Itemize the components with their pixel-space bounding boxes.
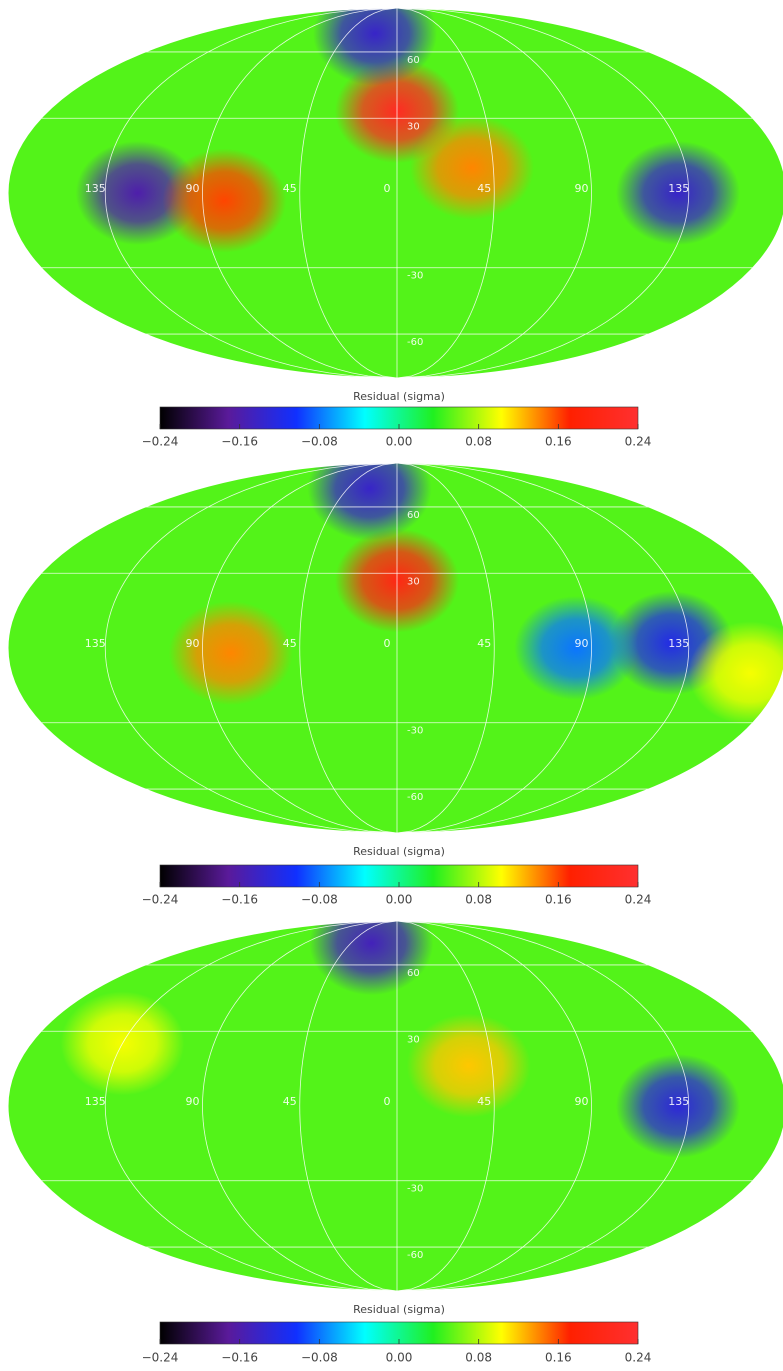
latitude-label: -60 <box>407 792 423 803</box>
longitude-label: 135 <box>668 1095 689 1108</box>
latitude-label: 30 <box>407 1034 420 1045</box>
colorbar-tick-label: 0.00 <box>386 893 413 907</box>
colorbar-tick-label: 0.24 <box>625 435 652 449</box>
colorbar-tick-label: 0.16 <box>545 1351 572 1365</box>
latitude-label: -60 <box>407 337 423 348</box>
map-outline <box>7 7 783 379</box>
longitude-label: 135 <box>668 182 689 195</box>
residual-feature <box>307 463 432 541</box>
longitude-label: 45 <box>283 1095 297 1108</box>
colorbar-label: Residual (sigma) <box>353 390 445 403</box>
colorbar-tick-label: −0.24 <box>142 893 179 907</box>
colorbar-tick-label: −0.16 <box>221 1351 258 1365</box>
longitude-label: 135 <box>85 637 106 650</box>
colorbar-tick-label: 0.08 <box>465 893 492 907</box>
latitude-label: 30 <box>407 576 420 587</box>
latitude-label: -30 <box>407 1184 423 1195</box>
colorbar-tick-label: 0.24 <box>625 1351 652 1365</box>
longitude-label: 90 <box>186 182 200 195</box>
residual-feature <box>615 141 740 245</box>
latitude-label: 60 <box>407 510 420 521</box>
longitude-label: 0 <box>384 1095 391 1108</box>
latitude-label: 60 <box>407 968 420 979</box>
longitude-label: 90 <box>186 637 200 650</box>
longitude-label: 135 <box>85 1095 106 1108</box>
colorbar-tick-label: −0.24 <box>142 435 179 449</box>
longitude-label: 45 <box>477 182 491 195</box>
residual-feature <box>162 148 287 253</box>
residual-feature <box>313 8 438 86</box>
residual-feature <box>514 596 639 700</box>
residual-feature <box>615 1054 740 1158</box>
map-outline <box>7 920 783 1292</box>
sky-map <box>8 8 783 378</box>
colorbar-tick-label: −0.08 <box>301 435 338 449</box>
latitude-label: -30 <box>407 726 423 737</box>
sky-map <box>8 921 783 1291</box>
longitude-label: 135 <box>668 637 689 650</box>
residual-feature <box>168 601 293 706</box>
longitude-label: 90 <box>575 182 589 195</box>
colorbar-tick-label: 0.00 <box>386 1351 413 1365</box>
longitude-label: 45 <box>283 637 297 650</box>
latitude-label: -60 <box>407 1250 423 1261</box>
colorbar-tick-label: −0.16 <box>221 435 258 449</box>
residual-feature <box>406 1013 531 1118</box>
longitude-label: 135 <box>85 182 106 195</box>
longitude-label: 90 <box>575 637 589 650</box>
longitude-label: 0 <box>384 182 391 195</box>
colorbar-tick-label: 0.00 <box>386 435 413 449</box>
colorbar-label: Residual (sigma) <box>353 1303 445 1316</box>
latitude-label: 60 <box>407 55 420 66</box>
longitude-label: 90 <box>186 1095 200 1108</box>
residual-feature <box>309 921 434 996</box>
map-outline <box>7 462 783 834</box>
latitude-label: -30 <box>407 271 423 282</box>
colorbar-label: Residual (sigma) <box>353 845 445 858</box>
latitude-label: 30 <box>407 121 420 132</box>
colorbar-tick-label: 0.08 <box>465 435 492 449</box>
colorbar-tick-label: 0.16 <box>545 435 572 449</box>
longitude-label: 0 <box>384 637 391 650</box>
longitude-label: 45 <box>477 1095 491 1108</box>
colorbar-tick-label: −0.08 <box>301 1351 338 1365</box>
longitude-label: 45 <box>477 637 491 650</box>
colorbar-tick-label: −0.16 <box>221 893 258 907</box>
sky-map <box>8 463 783 833</box>
longitude-label: 45 <box>283 182 297 195</box>
colorbar-tick-label: 0.24 <box>625 893 652 907</box>
residual-feature <box>409 115 534 220</box>
colorbar-tick-label: 0.16 <box>545 893 572 907</box>
longitude-label: 90 <box>575 1095 589 1108</box>
colorbar-tick-label: −0.08 <box>301 893 338 907</box>
colorbar-tick-label: −0.24 <box>142 1351 179 1365</box>
colorbar-tick-label: 0.08 <box>465 1351 492 1365</box>
